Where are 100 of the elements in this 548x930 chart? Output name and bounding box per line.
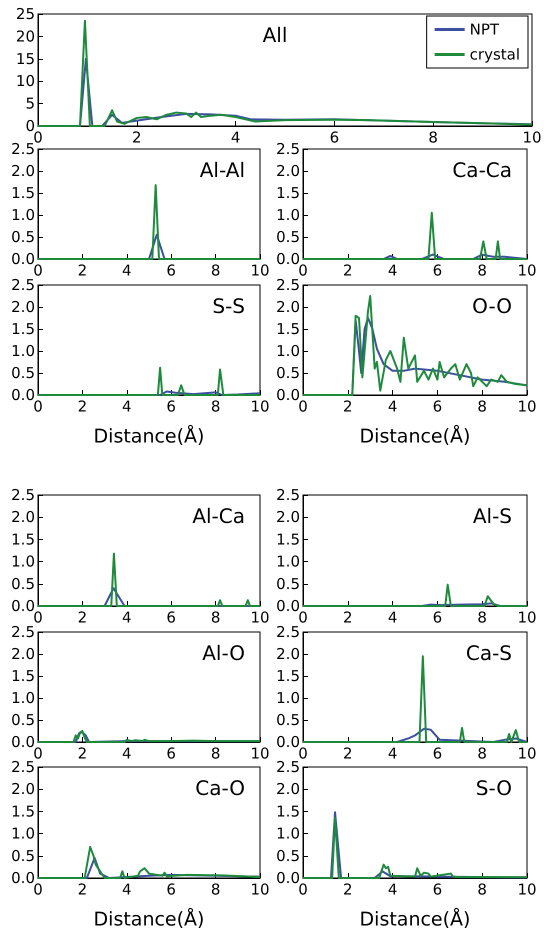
y-tick-label: 1.0 [11, 689, 35, 707]
x-tick-label: 2 [78, 262, 88, 280]
x-axis-title: Distance(Å) [360, 908, 470, 930]
y-tick-label: 2.5 [11, 276, 35, 294]
y-tick-label: 0.5 [276, 574, 300, 593]
x-tick-label: 8 [210, 398, 220, 416]
y-tick-label: 2.5 [11, 486, 35, 504]
y-tick-label: 0.5 [11, 711, 35, 729]
x-tick-label: 6 [166, 880, 176, 898]
x-tick-label: 6 [432, 262, 442, 280]
y-tick-label: 0.0 [11, 869, 35, 887]
text: Al-Ca [192, 504, 246, 528]
x-tick-label: 6 [432, 744, 442, 762]
x-tick-label: 6 [166, 262, 176, 280]
y-tick-label: 2.5 [11, 140, 35, 158]
x-tick-label: 8 [477, 880, 487, 898]
y-tick-label: 0.5 [276, 846, 300, 865]
y-tick-label: 0.0 [11, 250, 35, 268]
x-tick-label: 8 [210, 262, 220, 280]
y-tick-label: 2.0 [11, 645, 35, 663]
x-tick-label: 10 [250, 398, 270, 416]
y-tick-label: 2.5 [276, 758, 300, 776]
y-tick-label: 2.5 [276, 276, 300, 294]
y-tick-label: 0.0 [276, 869, 300, 887]
x-tick-label: 4 [388, 880, 398, 898]
x-tick-label: 10 [517, 608, 537, 626]
x-tick-label: 8 [477, 608, 487, 626]
x-tick-label: 6 [166, 398, 176, 416]
y-tick-label: 2.0 [276, 645, 300, 663]
x-tick-label: 2 [343, 880, 353, 898]
x-tick-label: 2 [343, 744, 353, 762]
y-tick-label: 2.0 [11, 508, 35, 526]
text: O-O [472, 294, 512, 318]
y-tick-label: 0.5 [11, 846, 35, 865]
y-tick-label: 2.0 [11, 162, 35, 180]
text: S-S [212, 294, 245, 318]
y-tick-label: 1.5 [276, 802, 300, 820]
x-tick-label: 8 [477, 262, 487, 280]
text: Ca-Ca [452, 158, 512, 182]
y-tick-label: 0.0 [276, 597, 300, 615]
y-tick-label: 2.0 [276, 508, 300, 526]
x-tick-label: 6 [330, 128, 340, 146]
x-tick-label: 6 [432, 398, 442, 416]
x-tick-label: 4 [122, 880, 132, 898]
x-tick-label: 6 [166, 744, 176, 762]
x-tick-label: 10 [522, 128, 542, 146]
x-tick-label: 2 [132, 128, 142, 146]
y-tick-label: 1.0 [11, 342, 35, 360]
x-tick-label: 10 [517, 880, 537, 898]
y-tick-label: 0.5 [11, 228, 35, 246]
y-tick-label: 0.5 [11, 574, 35, 593]
x-tick-label: 8 [428, 128, 438, 146]
y-tick-label: 1.5 [11, 802, 35, 820]
x-tick-label: 2 [78, 744, 88, 762]
y-tick-label: 1.5 [276, 320, 300, 338]
y-tick-label: 5 [25, 94, 35, 113]
y-tick-label: 1.0 [276, 206, 300, 224]
y-tick-label: 2.5 [276, 623, 300, 641]
y-tick-label: 2.5 [276, 140, 300, 158]
y-tick-label: 0.5 [11, 364, 35, 382]
x-tick-label: 2 [343, 398, 353, 416]
y-tick-label: 1.0 [11, 824, 35, 843]
y-tick-label: 1.0 [276, 342, 300, 360]
x-tick-label: 4 [230, 128, 240, 146]
x-tick-label: 4 [388, 262, 398, 280]
x-tick-label: 10 [517, 398, 537, 416]
y-tick-label: 10 [16, 72, 35, 90]
x-tick-label: 10 [250, 744, 270, 762]
x-axis-title: Distance(Å) [360, 424, 470, 448]
x-tick-label: 4 [122, 398, 132, 416]
x-tick-label: 6 [432, 880, 442, 898]
y-tick-label: 1.0 [11, 206, 35, 224]
y-tick-label: 1.0 [276, 824, 300, 843]
y-tick-label: 1.0 [276, 552, 300, 571]
text: All [262, 23, 288, 47]
x-tick-label: 8 [210, 744, 220, 762]
y-tick-label: 2.0 [11, 298, 35, 316]
y-tick-label: 2.0 [276, 162, 300, 180]
text: Al-Al [200, 158, 246, 182]
y-tick-label: 0.0 [276, 386, 300, 404]
y-tick-label: 1.5 [11, 530, 35, 548]
y-tick-label: 1.5 [276, 530, 300, 548]
x-tick-label: 4 [388, 744, 398, 762]
y-tick-label: 25 [16, 5, 35, 23]
x-tick-label: 2 [343, 262, 353, 280]
y-tick-label: 2.5 [11, 623, 35, 641]
x-tick-label: 6 [432, 608, 442, 626]
x-tick-label: 8 [210, 880, 220, 898]
x-tick-label: 8 [477, 744, 487, 762]
text: Ca-S [466, 641, 512, 665]
y-tick-label: 0.0 [11, 597, 35, 615]
y-tick-label: 0.5 [276, 711, 300, 729]
x-tick-label: 2 [78, 398, 88, 416]
text: Al-O [202, 641, 246, 665]
text: S-O [476, 776, 512, 800]
y-tick-label: 0 [25, 117, 35, 135]
x-axis-title: Distance(Å) [94, 908, 204, 930]
y-tick-label: 20 [16, 27, 35, 46]
y-tick-label: 2.5 [11, 758, 35, 776]
y-tick-label: 1.5 [11, 667, 35, 685]
